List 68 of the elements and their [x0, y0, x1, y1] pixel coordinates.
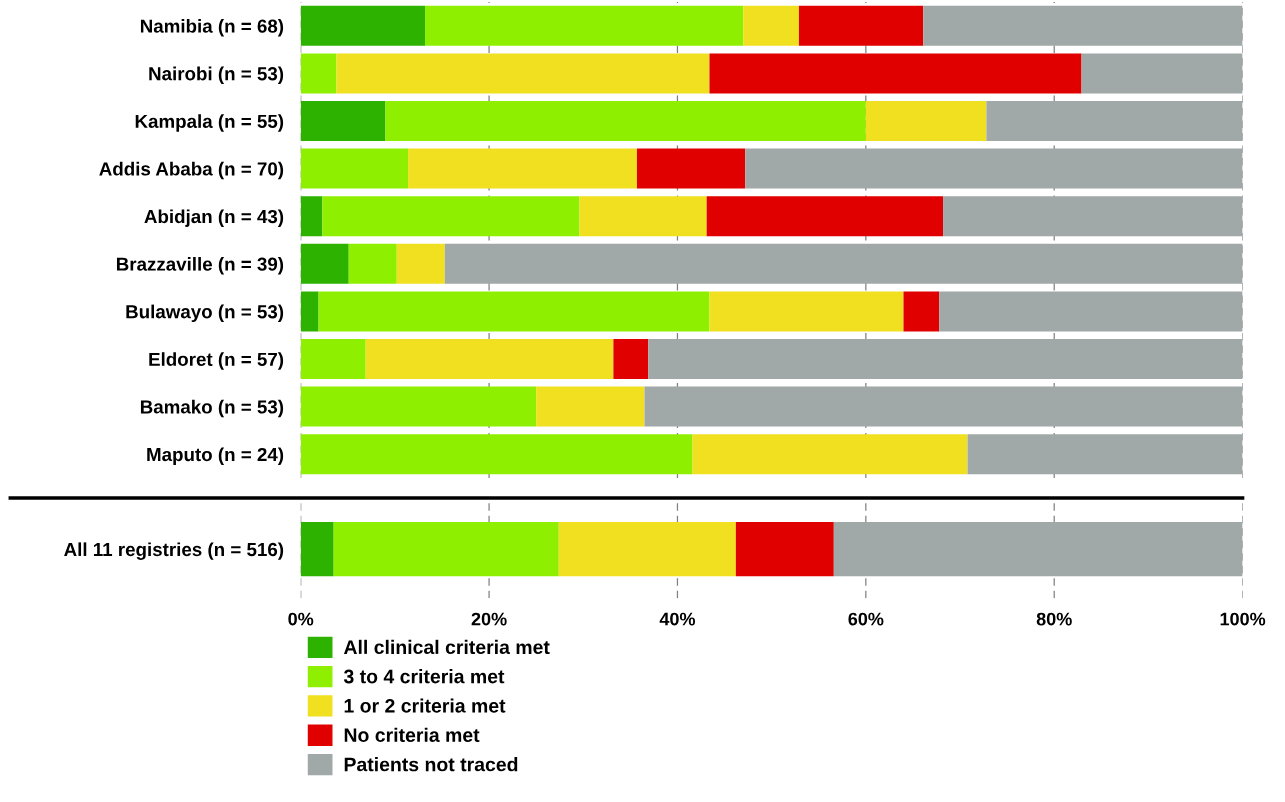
bar — [333, 522, 559, 577]
bar — [798, 5, 924, 46]
bar — [318, 291, 710, 332]
bar — [385, 101, 866, 141]
legend-label: No criteria met — [344, 727, 480, 742]
bar — [735, 522, 834, 577]
bar — [408, 148, 637, 189]
bar — [300, 291, 319, 332]
bar — [396, 243, 445, 284]
bar — [613, 339, 649, 379]
bar — [644, 386, 1243, 427]
bar — [536, 386, 645, 427]
bar — [745, 148, 1243, 189]
y-tick-label: All 11 registries (n = 516) — [64, 542, 284, 560]
x-tick-label: 40% — [659, 612, 696, 626]
bar — [743, 5, 799, 46]
bar — [300, 148, 409, 189]
y-tick-label: Bulawayo (n = 53) — [126, 304, 284, 323]
x-tick-label: 0% — [288, 612, 314, 626]
legend-label: 3 to 4 criteria met — [343, 669, 505, 684]
bar — [579, 196, 707, 237]
bar — [558, 522, 736, 577]
x-tick-label: 60% — [848, 612, 884, 626]
bar — [648, 339, 1243, 379]
bar — [300, 434, 693, 475]
bar — [300, 386, 537, 427]
bar — [709, 53, 1082, 94]
y-tick-label: Addis Ababa (n = 70) — [99, 161, 284, 180]
y-tick-label: Maputo (n = 24) — [147, 447, 284, 465]
bar — [300, 339, 366, 379]
y-tick-label: Eldoret (n = 57) — [149, 352, 284, 370]
x-tick-label: 80% — [1036, 612, 1072, 626]
bar — [865, 101, 987, 141]
bar — [348, 243, 397, 284]
y-tick-label: Brazzaville (n = 39) — [116, 257, 284, 275]
bar — [939, 291, 1243, 332]
bar — [300, 196, 323, 237]
bar — [692, 434, 968, 475]
bar — [300, 5, 426, 46]
bar — [300, 243, 349, 284]
bar — [967, 434, 1243, 475]
bar — [425, 5, 744, 46]
bar — [336, 53, 710, 94]
bar — [636, 148, 746, 189]
bar — [300, 101, 386, 141]
bar — [322, 196, 580, 237]
bar — [300, 522, 334, 577]
legend-label: Patients not traced — [344, 757, 518, 772]
y-tick-label: Nairobi (n = 53) — [149, 66, 284, 85]
bar — [986, 101, 1243, 141]
bar — [709, 291, 904, 332]
x-tick-label: 20% — [471, 612, 507, 626]
bar — [365, 339, 614, 379]
bar — [923, 5, 1243, 46]
bar — [833, 522, 1243, 577]
bar — [444, 243, 1243, 284]
y-tick-label: Bamako (n = 53) — [140, 399, 284, 418]
y-tick-label: Kampala (n = 55) — [135, 114, 284, 132]
bar — [903, 291, 940, 332]
bar — [300, 53, 337, 94]
legend-label: 1 or 2 criteria met — [344, 698, 506, 713]
bar — [943, 196, 1243, 237]
bar — [1081, 53, 1243, 94]
bar — [706, 196, 944, 237]
x-tick-label: 100% — [1220, 612, 1266, 626]
y-tick-label: Namibia (n = 68) — [140, 19, 284, 37]
legend-label: All clinical criteria met — [343, 639, 550, 655]
y-tick-label: Abidjan (n = 43) — [144, 209, 284, 227]
